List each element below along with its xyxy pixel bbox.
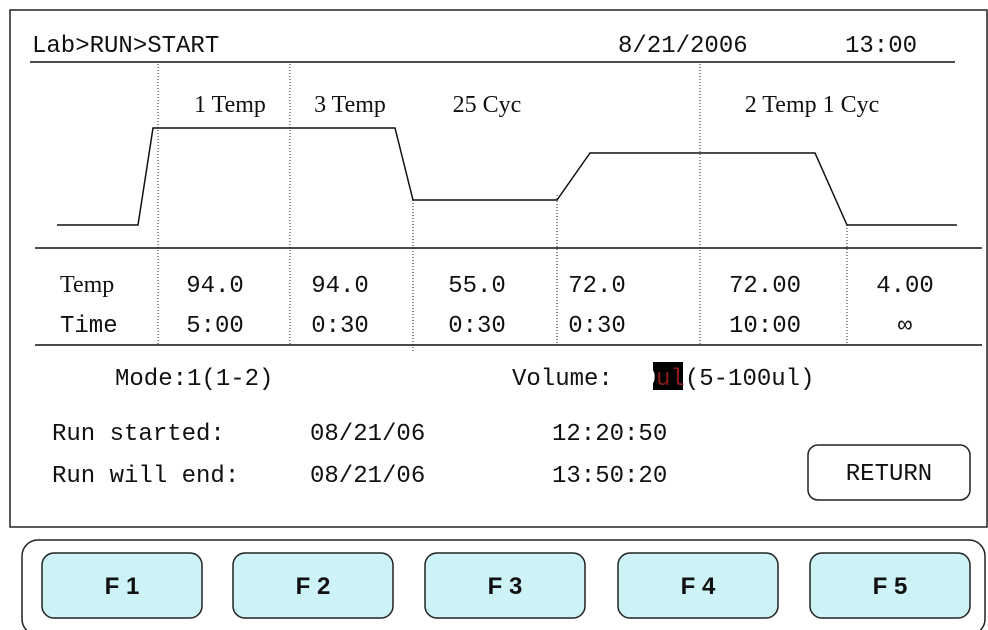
function-key-frame[interactable]: [41, 552, 203, 619]
return-button-frame[interactable]: [807, 444, 971, 501]
function-key-frame[interactable]: [232, 552, 394, 619]
stage-label: 3 Temp: [314, 92, 386, 118]
cell: 4.00: [876, 273, 934, 300]
function-key-label[interactable]: F 3: [488, 573, 523, 600]
cell: 94.0: [311, 273, 369, 300]
stage-label: 25 Cyc: [453, 92, 522, 118]
run-end-label: Run will end:: [52, 463, 239, 490]
row-label: Temp: [60, 272, 114, 298]
stage-label: 2 Temp 1 Cyc: [745, 92, 880, 118]
function-key[interactable]: F 5: [809, 552, 971, 619]
stage-label: 1 Temp: [194, 92, 266, 118]
function-key[interactable]: F 3: [424, 552, 586, 619]
function-key-label[interactable]: F 5: [873, 573, 908, 600]
temperature-profile: [57, 127, 957, 226]
cell: 55.0: [448, 273, 506, 300]
function-key-frame[interactable]: [809, 552, 971, 619]
header-time: 13:00: [845, 33, 917, 60]
volume: Volume: 50ul(5-100ul): [512, 366, 814, 393]
function-key-label[interactable]: F 2: [296, 573, 331, 600]
return-button-label[interactable]: RETURN: [846, 461, 932, 488]
volume-range: (5-100ul): [685, 366, 815, 393]
row-label: Time: [60, 313, 118, 340]
function-key-label[interactable]: F 1: [105, 573, 140, 600]
header-path: Lab>RUN>START: [32, 33, 219, 60]
volume-highlight: [653, 362, 683, 390]
cell: 0:30: [311, 313, 369, 340]
run-started-label: Run started:: [52, 421, 225, 448]
cell: 72.0: [568, 273, 626, 300]
mode: Mode:1(1-2): [115, 366, 273, 393]
function-key[interactable]: F 1: [41, 552, 203, 619]
cell: 0:30: [448, 313, 506, 340]
volume-unit: ul: [656, 366, 685, 393]
return-button[interactable]: RETURN: [807, 444, 971, 501]
cell: 94.0: [186, 273, 244, 300]
cell: 5:00: [186, 313, 244, 340]
run-started-time: 12:20:50: [552, 421, 667, 448]
run-end-time: 13:50:20: [552, 463, 667, 490]
display-frame: [9, 9, 988, 528]
function-key[interactable]: F 2: [232, 552, 394, 619]
run-end-date: 08/21/06: [310, 463, 425, 490]
function-key[interactable]: F 4: [617, 552, 779, 619]
cell: ∞: [898, 313, 912, 340]
function-key-frame[interactable]: [424, 552, 586, 619]
cell: 10:00: [729, 313, 801, 340]
run-started-date: 08/21/06: [310, 421, 425, 448]
cell: 72.00: [729, 273, 801, 300]
header-date: 8/21/2006: [618, 33, 748, 60]
volume-value: 50: [627, 366, 656, 393]
function-key-frame[interactable]: [617, 552, 779, 619]
volume-label: Volume:: [512, 366, 627, 393]
cell: 0:30: [568, 313, 626, 340]
function-key-label[interactable]: F 4: [681, 573, 716, 600]
